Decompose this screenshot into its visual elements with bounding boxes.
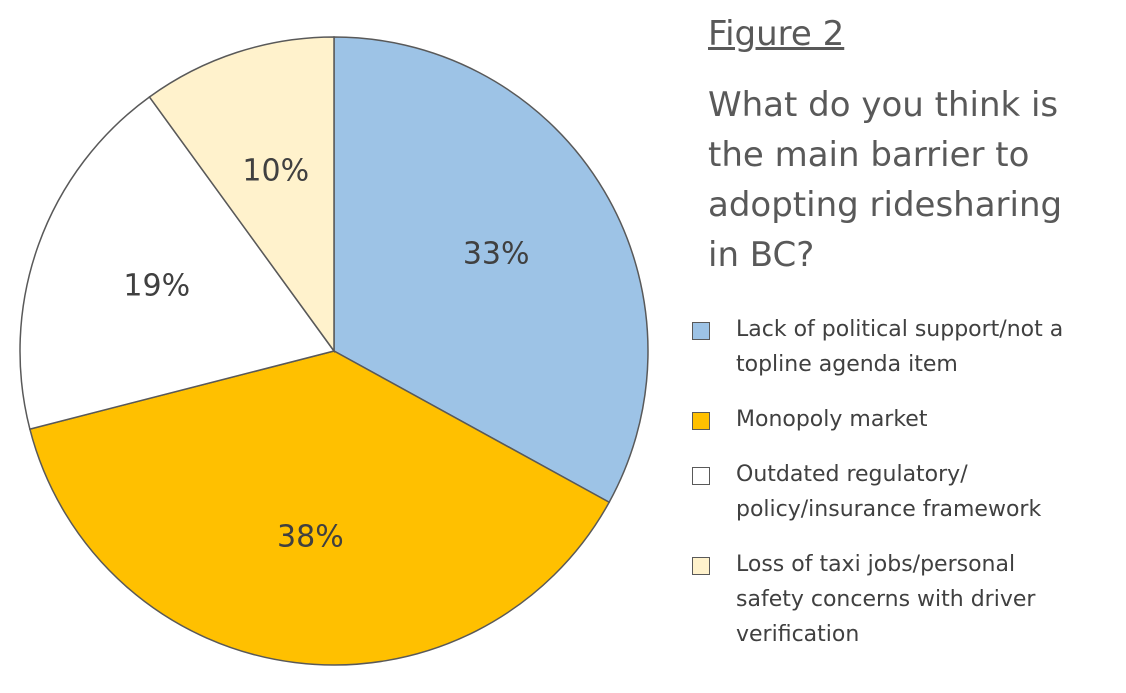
data-label: 10% [242,153,309,188]
legend-label: Lack of political support/not a topline … [736,317,1064,377]
pie-slice [28,350,611,666]
legend-swatch [692,557,710,575]
header: Figure 2 What do you think is the main b… [708,14,1108,304]
legend-item: Outdated regulatory/ policy/insurance fr… [690,457,1110,527]
chart-subtitle: What do you think is the main barrier to… [708,85,1063,275]
legend-label: Outdated regulatory/ policy/insurance fr… [736,462,1042,522]
legend-swatch [692,412,710,430]
legend-label: Monopoly market [736,407,928,432]
pie-slice [333,36,649,504]
chart: 33% 38% 19% 10% [19,36,649,666]
data-label: 38% [277,519,344,554]
legend-item: Lack of political support/not a topline … [690,312,1110,382]
legend-item: Monopoly market [690,402,1110,437]
pie-slice [19,95,336,431]
pie-slice [148,36,335,354]
data-label: 33% [463,237,530,272]
legend-item: Loss of taxi jobs/personal safety concer… [690,547,1110,652]
legend-label: Loss of taxi jobs/personal safety concer… [736,552,1036,647]
data-label: 19% [123,269,190,304]
legend-swatch [692,322,710,340]
legend: Lack of political support/not a topline … [690,312,1110,652]
legend-swatch [692,467,710,485]
chart-title: Figure 2 [708,14,845,54]
